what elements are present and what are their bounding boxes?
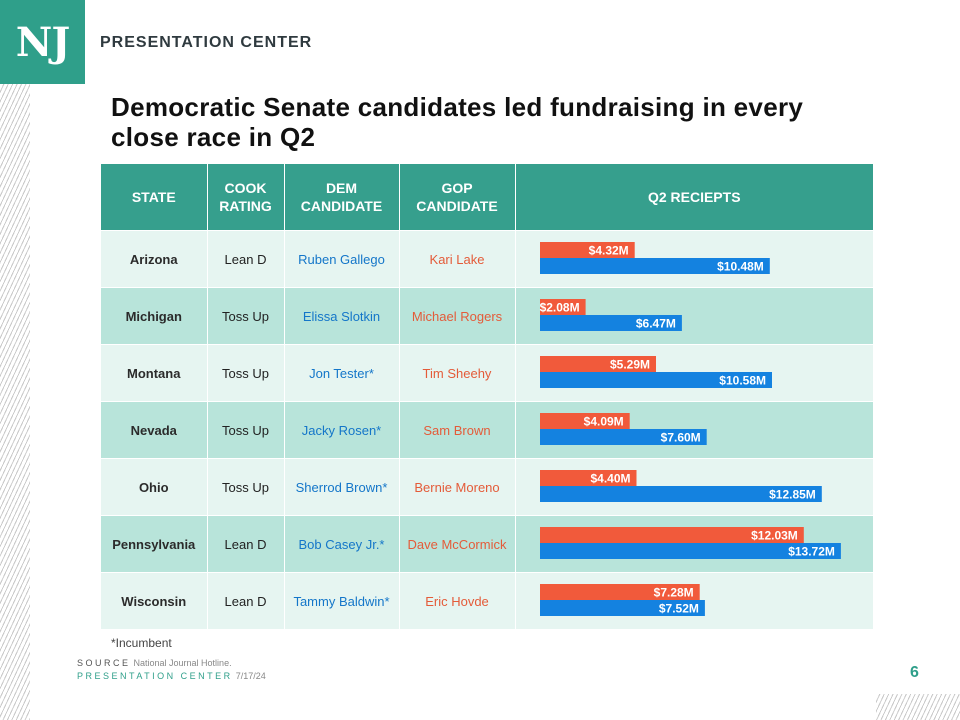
- gop-bar-label: $7.28M: [653, 586, 693, 600]
- gop-bar: [539, 527, 804, 543]
- gop-candidate-cell: Kari Lake: [398, 230, 515, 288]
- header-cook-rating: COOK RATING: [206, 164, 284, 231]
- presentation-center-label: PRESENTATION CENTER: [77, 671, 233, 681]
- source-value: National Journal Hotline.: [133, 658, 232, 668]
- dem-candidate-cell: Sherrod Brown*: [283, 458, 399, 516]
- gop-bar: [539, 470, 636, 486]
- cook-rating-cell: Toss Up: [206, 401, 284, 459]
- gop-bar: [539, 356, 656, 372]
- dem-candidate-cell: Jacky Rosen*: [283, 401, 399, 459]
- dem-bar: [539, 372, 772, 388]
- brand-name: PRESENTATION CENTER: [100, 34, 313, 51]
- receipts-bar-cell: $4.32M $10.48M: [514, 230, 873, 288]
- gop-candidate-cell: Eric Hovde: [398, 572, 515, 629]
- dem-bar-label: $12.85M: [769, 488, 816, 502]
- cook-rating-cell: Toss Up: [206, 458, 284, 516]
- dem-candidate-cell: Elissa Slotkin: [283, 287, 399, 345]
- receipts-bar-cell: $5.29M $10.58M: [514, 344, 873, 402]
- gop-bar: [539, 242, 635, 258]
- receipts-bars: $7.28M $7.52M: [539, 584, 705, 616]
- receipts-bar-cell: $4.40M $12.85M: [514, 458, 873, 516]
- state-cell: Ohio: [101, 458, 207, 516]
- table-row: Pennsylvania Lean D Bob Casey Jr.* Dave McC…: [101, 515, 873, 573]
- receipts-bars: $4.09M $7.60M: [539, 413, 707, 445]
- dem-bar: [539, 429, 707, 445]
- header-q2-receipts: Q2 RECIEPTS: [514, 164, 873, 231]
- header-dem-candidate: DEM CANDIDATE: [283, 164, 399, 231]
- dem-bar: [539, 543, 841, 559]
- dem-bar-label: $6.47M: [635, 317, 675, 331]
- gop-candidate-cell: Bernie Moreno: [398, 458, 515, 516]
- table-row: Arizona Lean D Ruben Gallego Kari Lake $4.32…: [101, 230, 873, 288]
- header-state: STATE: [101, 164, 207, 231]
- state-cell: Montana: [101, 344, 207, 402]
- gop-bar-label: $4.32M: [588, 244, 628, 258]
- nj-logo: NJ: [0, 0, 85, 84]
- presentation-center-line: PRESENTATION CENTER 7/17/24: [77, 671, 266, 681]
- receipts-bars: $5.29M $10.58M: [539, 356, 772, 388]
- source-label: SOURCE: [77, 658, 131, 668]
- gop-candidate-cell: Dave McCormick: [398, 515, 515, 573]
- receipts-bars: $4.40M $12.85M: [539, 470, 822, 502]
- cook-rating-cell: Lean D: [206, 515, 284, 573]
- page-number: 6: [910, 664, 919, 681]
- gop-bar-label: $12.03M: [751, 529, 798, 543]
- receipts-bar-cell: $4.09M $7.60M: [514, 401, 873, 459]
- dem-bar-label: $10.48M: [717, 260, 764, 274]
- receipts-bar-cell: $2.08M $6.47M: [514, 287, 873, 345]
- state-cell: Pennsylvania: [101, 515, 207, 573]
- dem-bar-label: $7.52M: [658, 602, 698, 616]
- cook-rating-cell: Lean D: [206, 572, 284, 629]
- dem-bar-label: $7.60M: [660, 431, 700, 445]
- gop-candidate-cell: Tim Sheehy: [398, 344, 515, 402]
- table-row: Nevada Toss Up Jacky Rosen* Sam Brown $4.09M…: [101, 401, 873, 459]
- dem-bar: [539, 258, 770, 274]
- dem-bar: [539, 600, 705, 616]
- gop-bar: [539, 584, 700, 600]
- gop-bar-label: $2.08M: [539, 301, 579, 315]
- gop-bar: [539, 299, 586, 315]
- cook-rating-cell: Toss Up: [206, 344, 284, 402]
- dem-bar-label: $13.72M: [788, 545, 835, 559]
- state-cell: Wisconsin: [101, 572, 207, 629]
- header-gop-candidate: GOP CANDIDATE: [398, 164, 515, 231]
- gop-candidate-cell: Michael Rogers: [398, 287, 515, 345]
- gop-candidate-cell: Sam Brown: [398, 401, 515, 459]
- dem-candidate-cell: Jon Tester*: [283, 344, 399, 402]
- state-cell: Arizona: [101, 230, 207, 288]
- source-line: SOURCE National Journal Hotline.: [77, 658, 232, 668]
- receipts-bar-cell: $12.03M $13.72M: [514, 515, 873, 573]
- receipts-bars: $4.32M $10.48M: [539, 242, 770, 274]
- slide-title: Democratic Senate candidates led fundrai…: [111, 92, 804, 152]
- decorative-hatch-bottom-right: [876, 694, 960, 720]
- dem-candidate-cell: Bob Casey Jr.*: [283, 515, 399, 573]
- receipts-bars: $2.08M $6.47M: [539, 299, 682, 331]
- cook-rating-cell: Lean D: [206, 230, 284, 288]
- presentation-date: 7/17/24: [235, 671, 266, 681]
- gop-bar-label: $4.09M: [583, 415, 623, 429]
- dem-candidate-cell: Ruben Gallego: [283, 230, 399, 288]
- dem-bar: [539, 315, 682, 331]
- table-row: Michigan Toss Up Elissa Slotkin Michael Rog…: [101, 287, 873, 345]
- receipts-bars: $12.03M $13.72M: [539, 527, 841, 559]
- logo-text: NJ: [15, 18, 70, 66]
- incumbent-footnote: *Incumbent: [111, 636, 172, 650]
- cook-rating-cell: Toss Up: [206, 287, 284, 345]
- fundraising-table: STATE COOK RATING DEM CANDIDATE GOP CAND…: [101, 164, 873, 629]
- table-row: Ohio Toss Up Sherrod Brown* Bernie Moreno $4…: [101, 458, 873, 516]
- state-cell: Nevada: [101, 401, 207, 459]
- dem-candidate-cell: Tammy Baldwin*: [283, 572, 399, 629]
- decorative-hatch-left: [0, 84, 30, 720]
- gop-bar: [539, 413, 630, 429]
- state-cell: Michigan: [101, 287, 207, 345]
- dem-bar-label: $10.58M: [719, 374, 766, 388]
- table-row: Wisconsin Lean D Tammy Baldwin* Eric Hovde $…: [101, 572, 873, 629]
- table-header-row: STATE COOK RATING DEM CANDIDATE GOP CAND…: [101, 164, 873, 231]
- receipts-bar-cell: $7.28M $7.52M: [514, 572, 873, 629]
- gop-bar-label: $5.29M: [609, 358, 649, 372]
- gop-bar-label: $4.40M: [590, 472, 630, 486]
- dem-bar: [539, 486, 822, 502]
- table-row: Montana Toss Up Jon Tester* Tim Sheehy $5.29…: [101, 344, 873, 402]
